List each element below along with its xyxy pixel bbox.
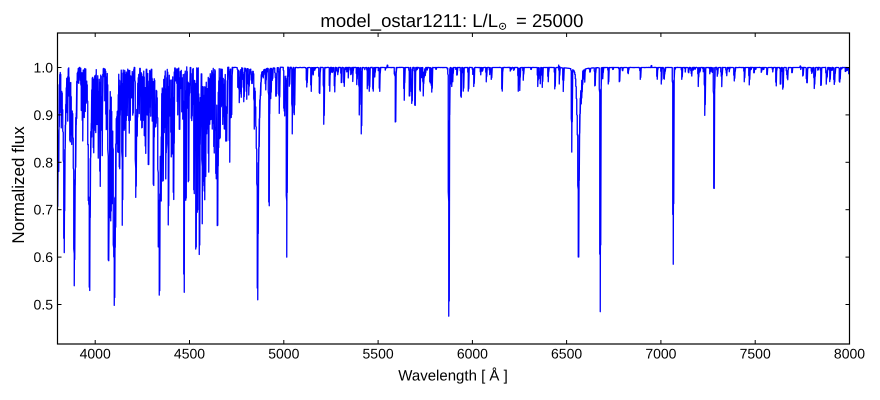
- svg-text:0.5: 0.5: [34, 297, 54, 313]
- svg-text:1.0: 1.0: [34, 60, 54, 76]
- svg-text:7500: 7500: [740, 346, 771, 362]
- svg-text:Wavelength [ Å ]: Wavelength [ Å ]: [398, 367, 508, 385]
- svg-text:5500: 5500: [363, 346, 394, 362]
- svg-text:0.9: 0.9: [34, 107, 54, 123]
- svg-text:6000: 6000: [457, 346, 488, 362]
- svg-text:4000: 4000: [80, 346, 111, 362]
- svg-text:0.6: 0.6: [34, 249, 54, 265]
- svg-text:= 25000: = 25000: [516, 10, 583, 31]
- svg-text:0.8: 0.8: [34, 154, 54, 170]
- svg-text:model_ostar1211: L/L: model_ostar1211: L/L: [320, 10, 498, 31]
- svg-text:0.7: 0.7: [34, 202, 54, 218]
- svg-text:8000: 8000: [834, 346, 865, 362]
- svg-text:6500: 6500: [551, 346, 582, 362]
- svg-text:7000: 7000: [645, 346, 676, 362]
- svg-text:Normalized flux: Normalized flux: [9, 126, 28, 244]
- svg-text:5000: 5000: [268, 346, 299, 362]
- svg-text:4500: 4500: [174, 346, 205, 362]
